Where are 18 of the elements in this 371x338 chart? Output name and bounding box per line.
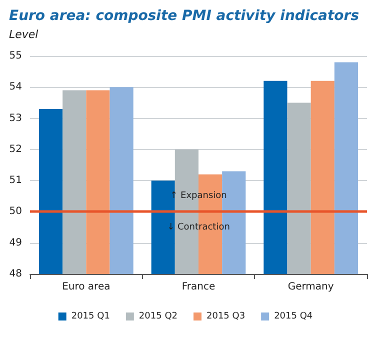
legend-label: 2015 Q4 [274, 312, 313, 322]
chart-subtitle: Level [9, 28, 38, 41]
y-tick-label: 54 [9, 82, 22, 93]
legend-label: 2015 Q1 [71, 312, 110, 322]
y-tick-label: 48 [9, 268, 22, 280]
y-tick-label: 49 [9, 237, 22, 248]
y-tick-label: 51 [9, 175, 22, 186]
y-tick-label: 53 [9, 112, 22, 124]
x-tick-label: France [182, 282, 216, 292]
annotation: ↓ Contraction [167, 222, 230, 232]
y-tick-label: 50 [9, 206, 22, 218]
legend-label: 2015 Q3 [206, 312, 246, 322]
y-tick-label: 52 [9, 144, 22, 155]
x-tick-label: Germany [288, 282, 334, 292]
legend-label: 2015 Q2 [138, 312, 178, 322]
chart-title: Euro area: composite PMI activity indicators [9, 8, 360, 24]
y-tick-label: 55 [9, 50, 22, 62]
x-tick-label: Euro area [62, 282, 110, 292]
